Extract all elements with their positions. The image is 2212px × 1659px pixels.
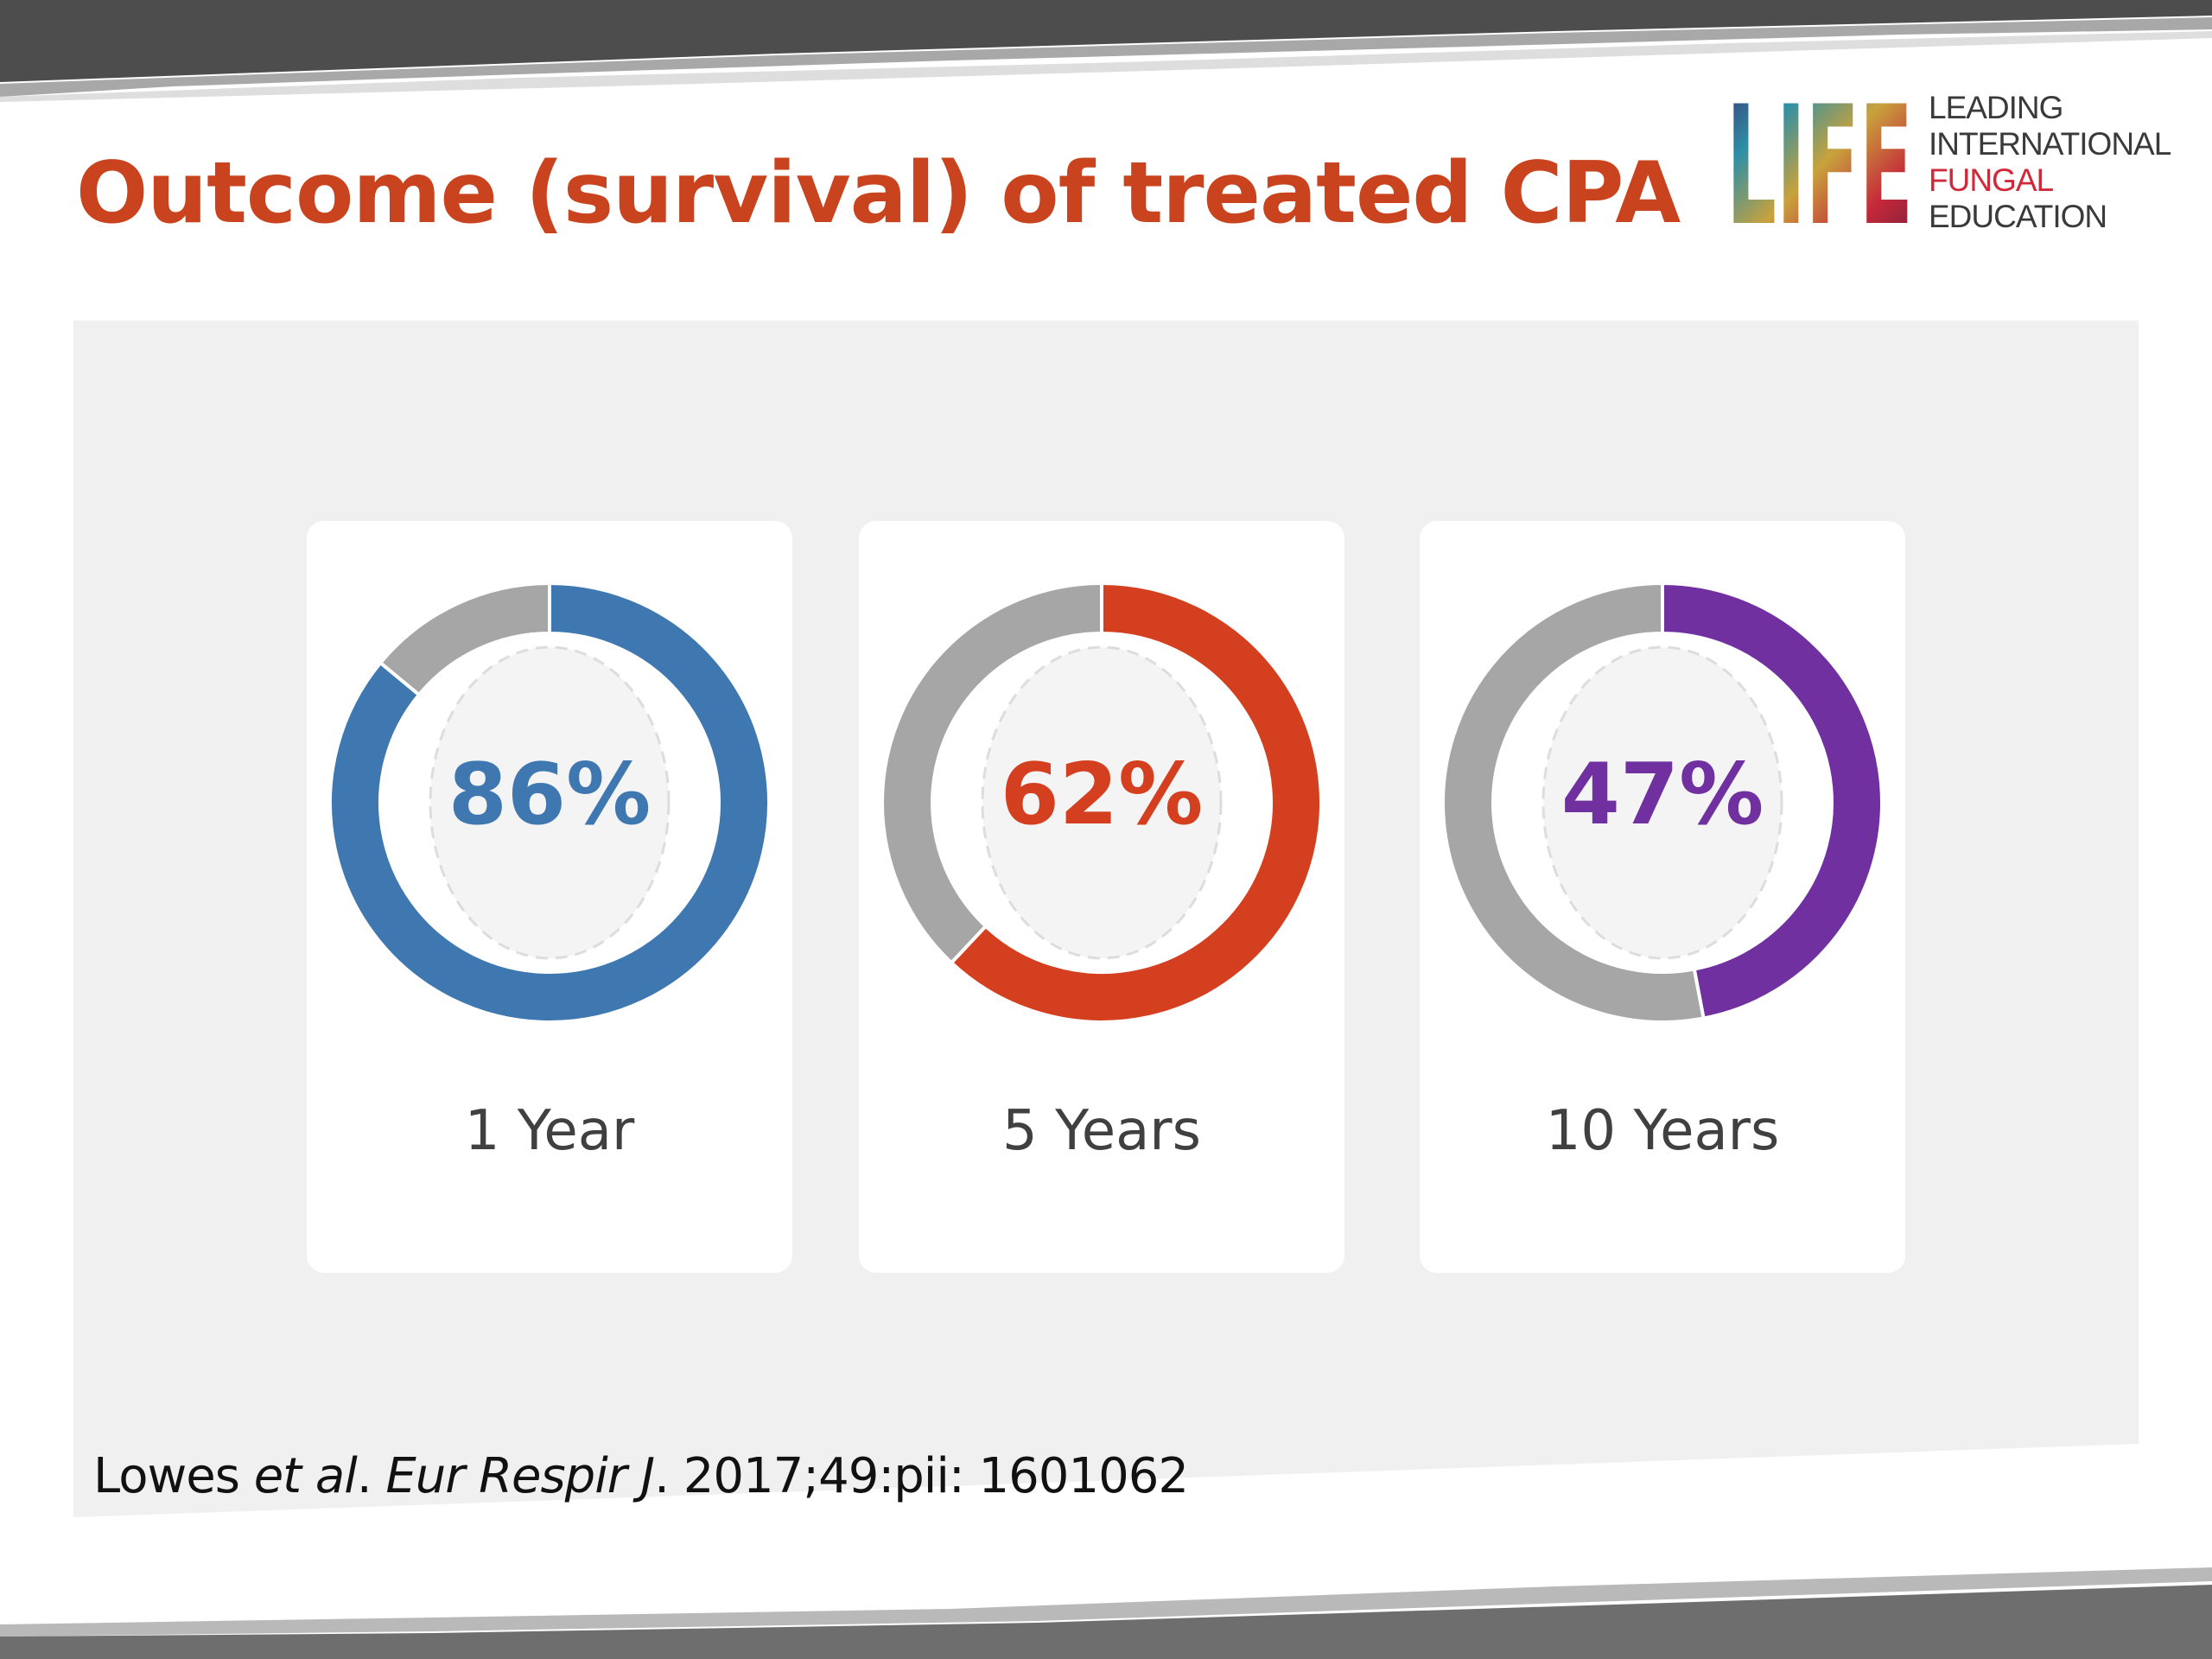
logo-text-international: INTERNATIONAL bbox=[1929, 126, 2171, 162]
citation-etal: et al bbox=[253, 1448, 358, 1504]
card-1-year: 86% 1 Year bbox=[307, 521, 792, 1273]
donut-slice-value bbox=[1661, 582, 1884, 1020]
period-label-1-year: 1 Year bbox=[464, 1099, 635, 1163]
bottom-band bbox=[0, 1585, 2212, 1659]
logo-text-fungal: FUNGAL bbox=[1929, 162, 2054, 198]
bottom-brush-stroke bbox=[0, 1567, 2212, 1637]
citation-journal: Eur Respir J bbox=[385, 1448, 655, 1504]
top-brush-stroke-light bbox=[0, 31, 2212, 102]
citation-author: Lowes bbox=[93, 1448, 254, 1504]
survival-percent-10-years: 47% bbox=[1560, 746, 1764, 844]
donut-slice-remainder bbox=[880, 582, 1103, 965]
life-logo-mark: LIFE bbox=[1726, 93, 1913, 232]
survival-percent-1-year: 86% bbox=[448, 746, 652, 844]
citation-dot: . bbox=[356, 1448, 386, 1504]
donut-slice-remainder bbox=[378, 582, 551, 697]
life-logo: LIFE LEADING INTERNATIONAL FUNGAL EDUCAT… bbox=[1724, 90, 2171, 245]
logo-text-education: EDUCATION bbox=[1929, 199, 2107, 234]
donut-chart-1-year bbox=[328, 582, 771, 1024]
slide-title: Outcome (survival) of treated CPA bbox=[76, 144, 1681, 243]
life-logo-text: LEADING INTERNATIONAL FUNGAL EDUCATION bbox=[1929, 90, 2171, 235]
period-label-10-years: 10 Years bbox=[1545, 1099, 1780, 1163]
period-label-5-years: 5 Years bbox=[1002, 1099, 1201, 1163]
logo-text-leading: LEADING bbox=[1929, 90, 2063, 125]
top-band bbox=[0, 0, 2212, 82]
card-10-years: 47% 10 Years bbox=[1420, 521, 1905, 1273]
donut-slice-remainder bbox=[1441, 582, 1706, 1024]
citation-ref: . 2017;49:pii: 1601062 bbox=[654, 1448, 1189, 1504]
donut-slice-value bbox=[949, 582, 1323, 1024]
donut-chart-5-years bbox=[880, 582, 1323, 1024]
donut-chart-10-years bbox=[1441, 582, 1884, 1024]
life-logo-letters: LIFE bbox=[1726, 93, 1913, 232]
survival-percent-5-years: 62% bbox=[1000, 746, 1204, 844]
donut-slice-value bbox=[328, 582, 771, 1024]
card-5-years: 62% 5 Years bbox=[859, 521, 1344, 1273]
top-brush-stroke bbox=[0, 17, 2212, 97]
citation: Lowes et al. Eur Respir J. 2017;49:pii: … bbox=[93, 1448, 1189, 1504]
